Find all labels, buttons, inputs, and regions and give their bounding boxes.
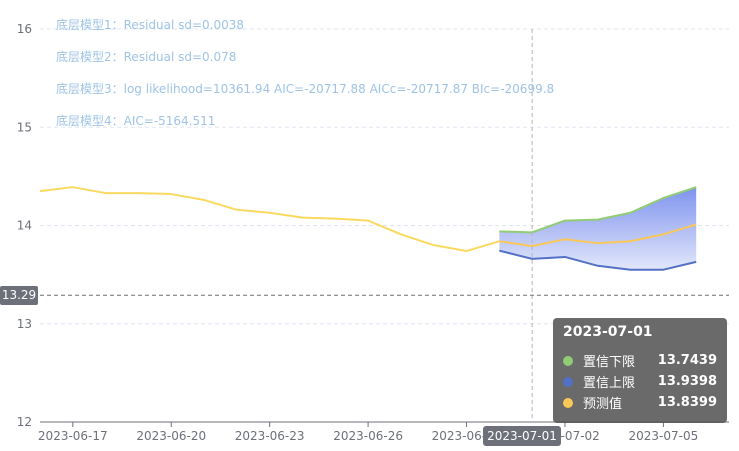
confidence-band-area <box>499 187 697 270</box>
tooltip-dot-upper <box>563 376 573 387</box>
model-annotation-4: 底层模型4：AIC=-5164.511 <box>56 113 215 128</box>
x-tick-label-2023-07-05: 2023-07-05 <box>629 429 699 443</box>
y-tick-label-14: 14 <box>17 219 32 233</box>
y-tick-label-13: 13 <box>17 317 32 331</box>
y-tick-label-12: 12 <box>17 415 32 429</box>
x-tick-label-2023-06-26: 2023-06-26 <box>333 429 403 443</box>
x-tick-label-2023-06-17: 2023-06-17 <box>38 429 108 443</box>
tooltip-dot-lower <box>563 355 573 366</box>
tooltip-row-lower: 置信下限 13.7439 <box>563 350 717 371</box>
tooltip-dot-forecast <box>563 397 573 408</box>
crosshair-x-label: 2023-07-01 <box>483 426 561 446</box>
tooltip-value-upper: 13.9398 <box>657 374 717 389</box>
model-annotation-3: 底层模型3：log likelihood=10361.94 AIC=-20717… <box>56 81 554 96</box>
model-annotation-2: 底层模型2：Residual sd=0.078 <box>56 49 236 64</box>
chart-tooltip: 2023-07-01 置信下限 13.7439 置信上限 13.9398 预测值… <box>553 318 727 423</box>
tooltip-name-lower: 置信下限 <box>583 355 636 370</box>
series-line-lower <box>499 249 697 271</box>
tooltip-value-forecast: 13.8399 <box>657 395 717 410</box>
crosshair-y-label: 13.29 <box>0 286 38 305</box>
tooltip-name-forecast: 预测值 <box>583 397 623 412</box>
tooltip-value-lower: 13.7439 <box>657 353 717 368</box>
tooltip-row-upper: 置信上限 13.9398 <box>563 371 717 392</box>
tooltip-title: 2023-07-01 <box>563 324 653 340</box>
tooltip-name-upper: 置信上限 <box>583 376 636 391</box>
tooltip-row-forecast: 预测值 13.8399 <box>563 392 717 413</box>
series-line-history <box>39 186 500 253</box>
x-tick-label-2023-06-20: 2023-06-20 <box>136 429 206 443</box>
model-annotation-1: 底层模型1：Residual sd=0.0038 <box>56 17 244 32</box>
y-tick-label-16: 16 <box>17 22 32 36</box>
x-tick-label-2023-06-23: 2023-06-23 <box>235 429 305 443</box>
y-tick-label-15: 15 <box>17 120 32 134</box>
